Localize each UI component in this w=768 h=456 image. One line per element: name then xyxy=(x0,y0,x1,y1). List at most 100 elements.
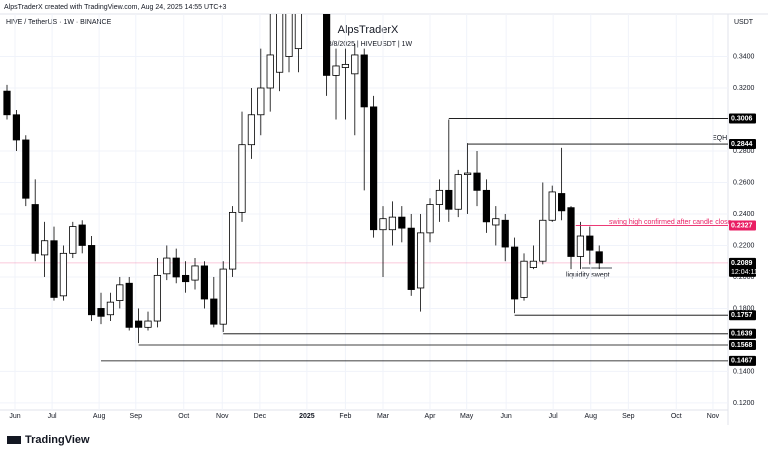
x-tick-label: Aug xyxy=(585,413,598,420)
level-label-box xyxy=(729,220,756,231)
x-tick-label: Jul xyxy=(48,413,57,420)
candle-body xyxy=(88,245,96,316)
candle-body xyxy=(539,219,547,262)
candle-body xyxy=(116,284,124,301)
level-label-box xyxy=(729,328,756,339)
candle-body xyxy=(370,106,378,231)
logo: TradingView xyxy=(7,434,90,446)
watermark-sub: 18/8/2025 | HIVEUSDT | 1W xyxy=(324,41,413,48)
y-tick-label: 0.2800 xyxy=(733,148,755,155)
level-label: 0.3006 xyxy=(731,115,753,122)
y-tick-label: 0.1400 xyxy=(733,368,755,375)
candle-body xyxy=(435,189,444,205)
candle-body xyxy=(229,211,237,270)
candle-body xyxy=(388,216,397,231)
candle-body xyxy=(482,189,491,223)
candle-body xyxy=(12,114,21,141)
currency: USDT xyxy=(734,19,754,26)
candle-body xyxy=(558,193,566,212)
level-label: 0.2327 xyxy=(731,222,753,229)
candle-body xyxy=(520,260,528,298)
candle-body xyxy=(3,90,11,116)
candle-body xyxy=(417,232,425,289)
candle-body xyxy=(426,204,434,234)
candle-body xyxy=(501,219,509,248)
candle-body xyxy=(50,240,58,298)
candle-body xyxy=(69,226,77,254)
x-tick-label: Oct xyxy=(671,413,682,420)
candle-body xyxy=(78,224,86,246)
annotation: liquidity swept xyxy=(566,272,610,279)
candle-body xyxy=(257,87,265,116)
x-tick-label: Sep xyxy=(622,413,635,420)
candle-body xyxy=(294,14,303,50)
candle-body xyxy=(285,14,293,57)
y-tick-label: 0.2200 xyxy=(733,242,755,249)
candle-body xyxy=(210,298,218,325)
candle-body xyxy=(163,257,171,275)
annotation: EQH xyxy=(712,135,727,142)
candle-body xyxy=(332,65,340,76)
candle-body xyxy=(191,265,199,281)
candle-body xyxy=(445,189,453,210)
logo-text: TradingView xyxy=(25,434,90,446)
x-tick-label: 2025 xyxy=(299,413,315,420)
candle-body xyxy=(567,207,575,257)
level-label-box xyxy=(729,355,756,366)
candle-body xyxy=(398,216,406,229)
symbol: HIVE / TetherUS · 1W · BINANCE xyxy=(6,19,112,26)
price-label-box xyxy=(729,257,756,277)
candle-body xyxy=(576,235,585,257)
annotation: swing high confirmed after candle close xyxy=(609,219,732,226)
credit: AlpsTraderX created with TradingView.com… xyxy=(4,4,226,11)
candle-body xyxy=(595,251,603,264)
candle-body xyxy=(323,14,331,76)
candle-body xyxy=(341,63,350,68)
x-tick-label: Feb xyxy=(339,413,351,420)
y-tick-label: 0.2400 xyxy=(733,211,755,218)
candle-body xyxy=(511,246,519,300)
x-tick-label: Sep xyxy=(130,413,143,420)
x-tick-label: Jun xyxy=(501,413,512,420)
x-tick-label: Mar xyxy=(377,413,390,420)
candle-body xyxy=(473,172,481,191)
candle-body xyxy=(379,218,387,231)
y-tick-label: 0.3200 xyxy=(733,85,755,92)
level-label: 0.1757 xyxy=(731,312,753,319)
x-tick-label: Dec xyxy=(254,413,267,420)
x-tick-label: May xyxy=(460,413,474,420)
candle-body xyxy=(219,268,227,325)
candle-body xyxy=(182,274,190,283)
candle-body xyxy=(31,204,39,254)
level-label-box xyxy=(729,139,756,150)
candle-body xyxy=(454,174,462,210)
x-tick-label: Nov xyxy=(216,413,229,420)
y-tick-label: 0.2000 xyxy=(733,274,755,281)
x-tick-label: Apr xyxy=(425,413,437,420)
plot xyxy=(0,14,728,410)
y-tick-label: 0.1800 xyxy=(733,305,755,312)
candle-body xyxy=(266,54,274,89)
level-label: 0.2844 xyxy=(731,141,753,148)
candle-body xyxy=(351,54,359,75)
x-tick-label: Jul xyxy=(549,413,558,420)
candle-body xyxy=(548,191,556,221)
candle-body xyxy=(41,240,49,256)
candle-body xyxy=(135,320,143,328)
candle-body xyxy=(464,172,472,176)
candle-body xyxy=(529,260,538,268)
candle-body xyxy=(492,218,500,226)
candle-body xyxy=(276,14,284,73)
candle-body xyxy=(247,114,256,146)
candle-body xyxy=(153,274,162,322)
candle-body xyxy=(360,54,368,108)
level-label: 0.1568 xyxy=(731,342,753,349)
y-tick-label: 0.2600 xyxy=(733,179,755,186)
candle-body xyxy=(200,265,209,300)
candle-body xyxy=(106,301,115,316)
candle-body xyxy=(172,257,180,278)
countdown: 12:04:11 xyxy=(731,269,758,276)
candle-body xyxy=(586,235,594,251)
